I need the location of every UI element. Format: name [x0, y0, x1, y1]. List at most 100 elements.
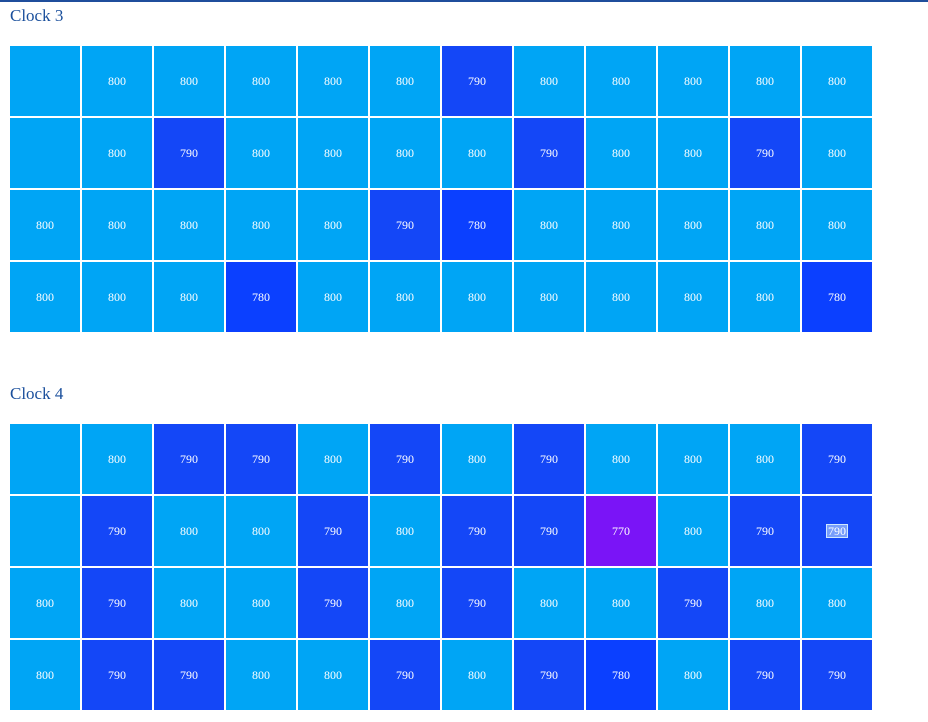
clock4-cell: 790 — [370, 424, 440, 494]
clock3-cell: 780 — [442, 190, 512, 260]
clock4-cell: 800 — [658, 424, 728, 494]
clock3-cell: 790 — [154, 118, 224, 188]
clock3-cell: 800 — [226, 46, 296, 116]
clock4-cell: 790 — [82, 496, 152, 566]
cell-value: 800 — [324, 289, 342, 304]
cell-value: 800 — [684, 451, 702, 466]
clock3-cell: 800 — [658, 262, 728, 332]
cell-value: 800 — [612, 289, 630, 304]
clock4-cell: 790 — [802, 424, 872, 494]
cell-value: 800 — [108, 217, 126, 232]
cell-value: 800 — [396, 73, 414, 88]
clock4-cell — [10, 424, 80, 494]
clock4-cell: 800 — [586, 424, 656, 494]
clock3-cell: 800 — [514, 190, 584, 260]
clock3-cell: 800 — [298, 262, 368, 332]
clock3-cell: 800 — [82, 190, 152, 260]
cell-value: 800 — [540, 595, 558, 610]
clock3-cell: 800 — [298, 190, 368, 260]
cell-value: 800 — [108, 451, 126, 466]
clock-4-title: Clock 4 — [10, 384, 64, 403]
cell-value: 800 — [396, 145, 414, 160]
cell-value: 790 — [108, 595, 126, 610]
clock3-cell — [10, 46, 80, 116]
cell-value: 800 — [684, 289, 702, 304]
cell-value: 800 — [180, 523, 198, 538]
clock4-cell: 800 — [586, 568, 656, 638]
cell-value: 790 — [396, 667, 414, 682]
clock4-cell: 790 — [82, 640, 152, 710]
clock3-cell: 790 — [730, 118, 800, 188]
clock4-cell: 790 — [442, 568, 512, 638]
clock4-cell: 800 — [370, 496, 440, 566]
clock3-cell: 800 — [586, 190, 656, 260]
cell-value: 800 — [684, 73, 702, 88]
cell-value: 790 — [180, 145, 198, 160]
cell-value: 790 — [828, 451, 846, 466]
cell-value: 800 — [36, 217, 54, 232]
cell-value: 800 — [468, 667, 486, 682]
cell-value: 800 — [252, 145, 270, 160]
clock3-cell: 800 — [802, 118, 872, 188]
cell-value: 800 — [396, 595, 414, 610]
cell-value: 790 — [468, 73, 486, 88]
cell-value: 800 — [180, 595, 198, 610]
clock4-cell: 800 — [442, 424, 512, 494]
clock3-cell: 800 — [226, 190, 296, 260]
clock3-cell: 800 — [586, 118, 656, 188]
cell-value: 800 — [324, 145, 342, 160]
cell-value: 770 — [612, 523, 630, 538]
cell-value: 790 — [468, 523, 486, 538]
cell-value: 800 — [252, 523, 270, 538]
cell-value: 800 — [540, 217, 558, 232]
clock3-cell: 800 — [154, 262, 224, 332]
cell-value: 800 — [468, 145, 486, 160]
clock3-cell: 800 — [730, 46, 800, 116]
clock4-cell: 800 — [658, 496, 728, 566]
clock3-cell: 800 — [586, 46, 656, 116]
clock4-cell: 790 — [658, 568, 728, 638]
clock3-cell: 800 — [730, 262, 800, 332]
cell-value: 800 — [108, 73, 126, 88]
cell-value: 790 — [540, 667, 558, 682]
cell-value: 790 — [828, 667, 846, 682]
clock4-cell: 800 — [10, 568, 80, 638]
cell-value: 800 — [756, 595, 774, 610]
cell-value: 790 — [756, 523, 774, 538]
cell-value: 800 — [828, 217, 846, 232]
cell-value: 790 — [756, 145, 774, 160]
clock3-cell: 800 — [154, 190, 224, 260]
clock3-cell: 800 — [82, 262, 152, 332]
clock4-cell: 790 — [226, 424, 296, 494]
clock3-cell: 800 — [298, 46, 368, 116]
cell-value: 790 — [180, 451, 198, 466]
clock3-cell: 780 — [226, 262, 296, 332]
cell-value: 780 — [468, 217, 486, 232]
cell-value: 790 — [540, 523, 558, 538]
clock3-cell: 790 — [370, 190, 440, 260]
cell-value: 800 — [612, 595, 630, 610]
clock4-cell: 800 — [226, 568, 296, 638]
clock4-cell: 790 — [298, 568, 368, 638]
cell-value: 800 — [684, 145, 702, 160]
cell-value: 800 — [756, 73, 774, 88]
cell-value: 790 — [108, 523, 126, 538]
cell-value: 800 — [684, 523, 702, 538]
cell-value: 800 — [108, 145, 126, 160]
clock3-cell: 800 — [298, 118, 368, 188]
cell-value: 790 — [468, 595, 486, 610]
clock-3-title: Clock 3 — [10, 6, 64, 25]
cell-value: 800 — [612, 145, 630, 160]
clock3-cell: 780 — [802, 262, 872, 332]
clock4-cell: 790 — [298, 496, 368, 566]
clock3-cell: 800 — [802, 190, 872, 260]
cell-value: 790 — [396, 217, 414, 232]
cell-value: 800 — [180, 73, 198, 88]
cell-value: 800 — [180, 217, 198, 232]
cell-value: 800 — [252, 595, 270, 610]
clock4-cell: 790 — [514, 424, 584, 494]
clock4-cell: 790 — [82, 568, 152, 638]
clock4-cell: 800 — [226, 496, 296, 566]
top-divider — [0, 0, 928, 2]
clock3-cell: 800 — [370, 262, 440, 332]
